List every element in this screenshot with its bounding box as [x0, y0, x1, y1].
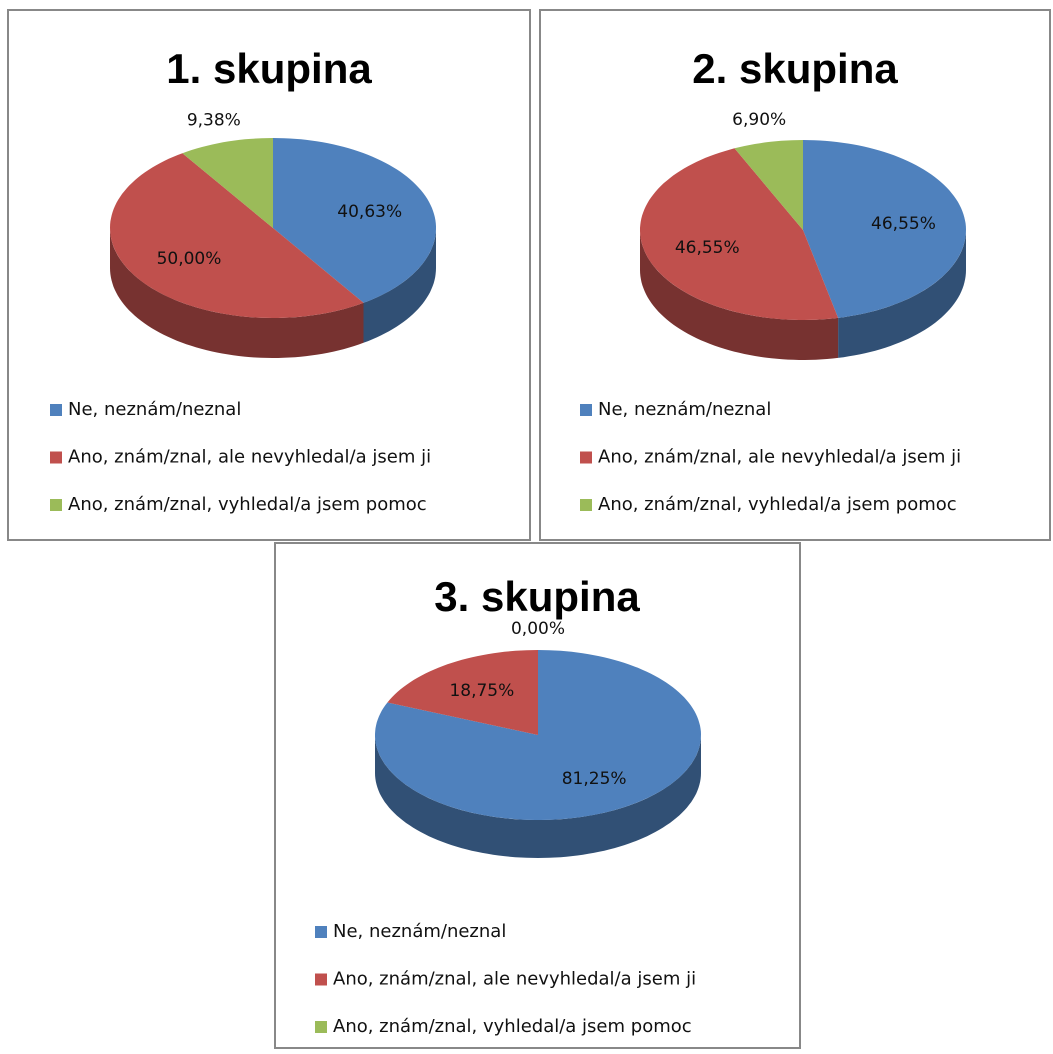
legend-swatch — [50, 499, 62, 511]
chart-title: 1. skupina — [166, 45, 372, 92]
data-label: 6,90% — [732, 110, 786, 130]
data-label: 40,63% — [337, 202, 402, 222]
legend-label: Ano, znám/znal, ale nevyhledal/a jsem ji — [68, 447, 431, 468]
data-label: 46,55% — [675, 238, 740, 258]
legend-swatch — [580, 404, 592, 416]
legend-swatch — [50, 404, 62, 416]
slice — [387, 650, 538, 735]
slice — [273, 138, 436, 303]
slice — [182, 138, 273, 228]
legend-label: Ano, znám/znal, vyhledal/a jsem pomoc — [333, 1016, 692, 1037]
legend-swatch — [580, 499, 592, 511]
legend-label: Ne, neznám/neznal — [333, 921, 506, 942]
legend-swatch — [580, 451, 592, 464]
data-label: 81,25% — [562, 769, 627, 789]
data-label: 0,00% — [511, 619, 565, 639]
legend-label: Ano, znám/znal, vyhledal/a jsem pomoc — [68, 494, 427, 515]
chart-title: 2. skupina — [692, 45, 898, 92]
data-label: 46,55% — [871, 214, 936, 234]
slice — [110, 153, 364, 318]
legend-label: Ne, neznám/neznal — [68, 399, 241, 420]
slice-side — [838, 230, 966, 358]
slice-side — [640, 230, 839, 360]
slice — [734, 140, 803, 230]
legend-swatch — [50, 451, 62, 464]
slice-side — [110, 228, 364, 358]
legend-label: Ano, znám/znal, ale nevyhledal/a jsem ji — [333, 969, 696, 990]
slice-side — [363, 228, 436, 343]
slice — [640, 148, 839, 320]
legend-label: Ano, znám/znal, vyhledal/a jsem pomoc — [598, 494, 957, 515]
legend-swatch — [315, 1021, 327, 1033]
chart-title: 3. skupina — [434, 573, 640, 620]
data-label: 9,38% — [187, 110, 241, 130]
data-label: 18,75% — [449, 681, 514, 701]
legend-swatch — [315, 973, 327, 986]
legend-label: Ne, neznám/neznal — [598, 399, 771, 420]
slice-side — [375, 735, 701, 858]
legend-swatch — [315, 926, 327, 938]
slice — [803, 140, 966, 318]
data-label: 50,00% — [157, 249, 222, 269]
legend-label: Ano, znám/znal, ale nevyhledal/a jsem ji — [598, 447, 961, 468]
